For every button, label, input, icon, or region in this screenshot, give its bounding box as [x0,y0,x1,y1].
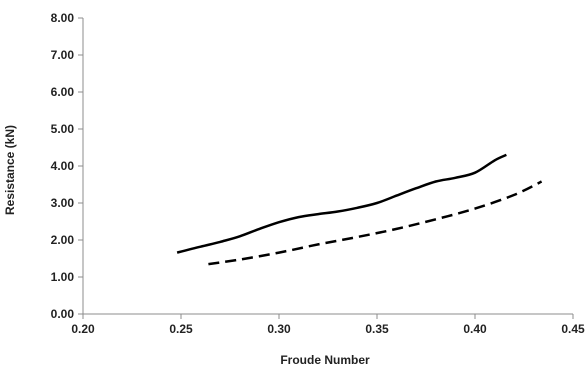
y-tick-label: 2.00 [51,233,75,247]
y-tick-label: 7.00 [51,48,75,62]
x-tick-label: 0.20 [71,322,95,336]
y-axis-title: Resistance (kN) [3,125,17,215]
y-tick-label: 6.00 [51,85,75,99]
y-tick-label: 5.00 [51,122,75,136]
x-axis-title: Froude Number [280,353,370,367]
dashed-series-line [208,180,543,266]
y-tick-label: 1.00 [51,270,75,284]
y-tick-label: 8.00 [51,11,75,25]
solid-series-line [176,153,507,254]
x-tick-label: 0.30 [267,322,291,336]
y-tick-label: 3.00 [51,196,75,210]
series-layer [176,153,543,266]
x-axis-ticks: 0.20 0.25 0.30 0.35 0.40 0.45 [71,314,585,336]
y-tick-label: 0.00 [51,307,75,321]
y-axis-ticks: 0.00 1.00 2.00 3.00 4.00 5.00 6.00 7.00 8.00 [51,11,83,321]
x-tick-label: 0.40 [463,322,487,336]
y-tick-label: 4.00 [51,159,75,173]
x-tick-label: 0.45 [561,322,585,336]
x-tick-label: 0.25 [169,322,193,336]
x-tick-label: 0.35 [365,322,389,336]
